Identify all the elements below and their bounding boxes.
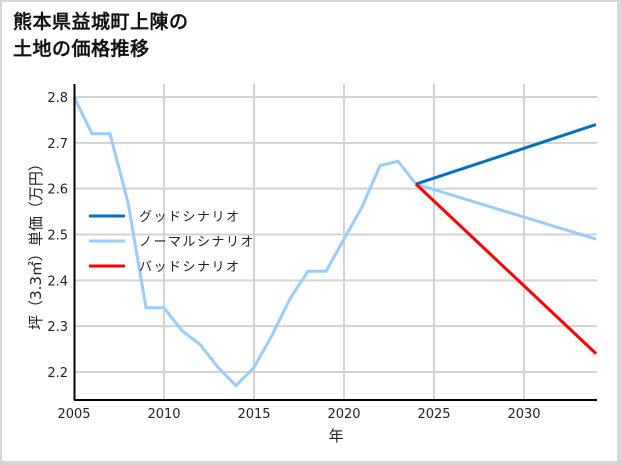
y-tick-label: 2.3 xyxy=(47,320,68,335)
x-axis-label: 年 xyxy=(328,427,343,445)
y-tick-label: 2.2 xyxy=(47,366,68,381)
y-tick-label: 2.5 xyxy=(47,228,68,243)
x-tick-label: 2005 xyxy=(57,407,90,422)
series-line-normal xyxy=(72,96,597,388)
y-tick-label: 2.7 xyxy=(47,137,68,152)
x-tick-label: 2025 xyxy=(417,407,450,422)
y-axis-label: 坪（3.3㎡）単価（万円） xyxy=(27,156,45,330)
chart-title-line2: 土地の価格推移 xyxy=(13,38,150,60)
x-tick-label: 2030 xyxy=(507,407,540,422)
x-tick-label: 2020 xyxy=(327,407,360,422)
gridlines xyxy=(74,84,597,400)
y-tick-labels: 2.8 2.7 2.6 2.5 2.4 2.3 2.2 xyxy=(47,91,68,381)
series-line-bad xyxy=(414,183,598,355)
y-tick-label: 2.8 xyxy=(47,91,68,106)
legend: グッドシナリオ ノーマルシナリオ バッドシナリオ xyxy=(89,210,255,275)
x-tick-labels: 2005 2010 2015 2020 2025 2030 xyxy=(57,407,540,422)
series-lines xyxy=(72,96,598,388)
y-tick-label: 2.6 xyxy=(47,183,68,198)
legend-label-bad: バッドシナリオ xyxy=(139,260,241,275)
series-line-good xyxy=(415,123,597,186)
legend-label-good: グッドシナリオ xyxy=(139,210,241,225)
y-tick-label: 2.4 xyxy=(47,274,68,289)
chart-title-line1: 熊本県益城町上陳の xyxy=(13,11,189,33)
x-tick-label: 2010 xyxy=(147,407,180,422)
legend-label-normal: ノーマルシナリオ xyxy=(139,235,255,250)
x-tick-label: 2015 xyxy=(237,407,270,422)
chart-title: 熊本県益城町上陳の 土地の価格推移 xyxy=(13,9,189,63)
